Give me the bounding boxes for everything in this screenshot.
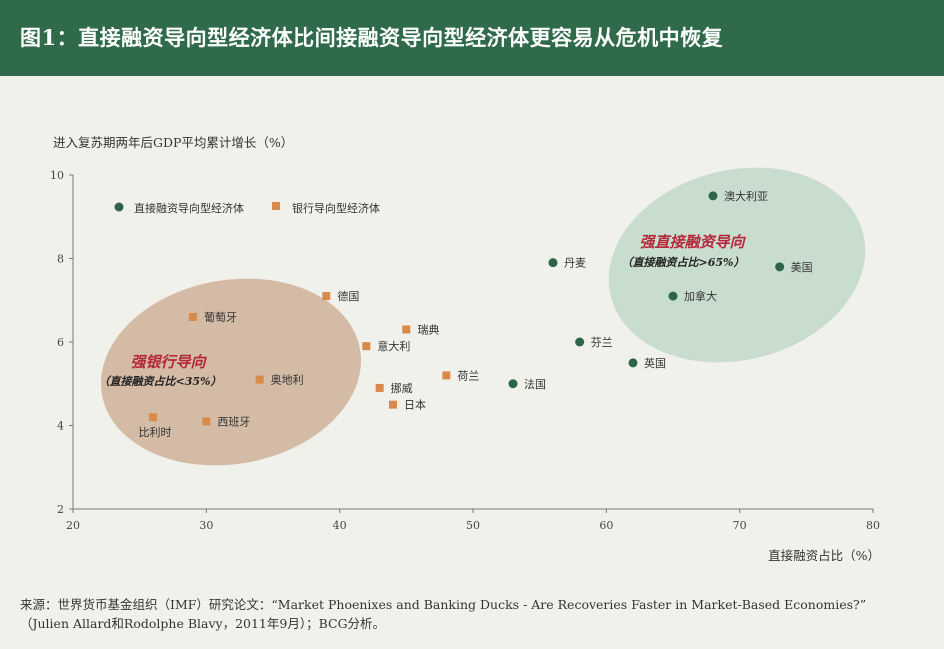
x-tick-label: 70	[733, 519, 747, 532]
data-point-1-9	[149, 413, 157, 422]
data-point-1-4	[442, 371, 451, 380]
region-sublabel-direct: （直接融资占比>65%）	[622, 256, 745, 269]
data-point-1-1	[189, 312, 197, 321]
region-strong-bank-oriented	[101, 278, 361, 466]
legend-marker-bank	[272, 202, 280, 210]
region-label-direct: 强直接融资导向	[639, 233, 746, 251]
data-point-1-3	[362, 342, 371, 351]
data-label: 意大利	[377, 339, 410, 353]
y-tick-label: 2	[57, 503, 64, 516]
data-point-1-6	[375, 383, 384, 392]
data-label: 芬兰	[591, 336, 613, 349]
data-point-0-1	[548, 258, 558, 268]
x-tick-label: 50	[466, 519, 480, 532]
header-banner: 图1：直接融资导向型经济体比间接融资导向型经济体更容易从危机中恢复	[0, 0, 944, 76]
data-label: 荷兰	[457, 369, 479, 382]
data-point-0-2	[775, 262, 785, 272]
y-tick-label: 10	[50, 169, 64, 182]
data-label: 日本	[404, 398, 426, 412]
data-label: 英国	[644, 356, 666, 370]
data-label: 美国	[791, 261, 813, 274]
data-point-1-0	[322, 292, 331, 301]
scatter-chart: 2 4 6 8 10 20 30 40 50 60 70 80 进入复苏期两年后GDP平均累计增长（%）…	[50, 135, 880, 563]
data-label: 德国	[337, 289, 359, 303]
region-label-bank: 强银行导向	[130, 353, 207, 371]
legend-label-direct: 直接融资导向型经济体	[134, 201, 244, 215]
data-label: 加拿大	[684, 289, 717, 303]
data-label: 奥地利	[271, 373, 304, 387]
data-point-0-5	[628, 358, 638, 368]
data-label: 葡萄牙	[204, 311, 237, 324]
x-tick-label: 80	[866, 519, 880, 532]
legend-label-bank: 银行导向型经济体	[292, 201, 380, 215]
legend-marker-direct	[114, 202, 124, 212]
source-note: 来源：世界货币基金组织（IMF）研究论文：“Market Phoenixes a…	[20, 595, 930, 633]
y-axis-title: 进入复苏期两年后GDP平均累计增长（%）	[53, 135, 293, 150]
data-label: 西班牙	[217, 415, 250, 428]
data-point-1-2	[402, 325, 411, 334]
x-tick-label: 40	[333, 519, 347, 532]
y-tick-label: 6	[57, 336, 64, 349]
x-tick-label: 20	[66, 519, 80, 532]
data-label: 挪威	[391, 381, 413, 395]
data-point-1-7	[389, 400, 397, 409]
y-tick-label: 8	[57, 253, 64, 266]
source-line-2: （Julien Allard和Rodolphe Blavy，2011年9月）；B…	[20, 616, 386, 631]
region-sublabel-bank: （直接融资占比<35%）	[99, 375, 222, 388]
x-tick-label: 30	[199, 519, 213, 532]
data-point-0-0	[708, 191, 718, 201]
data-label: 法国	[524, 377, 546, 391]
data-label: 比利时	[139, 426, 172, 439]
data-point-1-5	[255, 375, 264, 384]
data-point-0-3	[668, 291, 678, 301]
data-label: 瑞典	[417, 322, 439, 336]
data-point-0-4	[575, 337, 585, 347]
data-point-1-8	[202, 417, 211, 426]
data-label: 澳大利亚	[724, 189, 768, 203]
x-tick-label: 60	[599, 519, 613, 532]
y-tick-label: 4	[57, 420, 64, 433]
data-point-0-6	[508, 379, 518, 389]
x-axis-title: 直接融资占比（%）	[768, 548, 880, 563]
source-line-1: 来源：世界货币基金组织（IMF）研究论文：“Market Phoenixes a…	[20, 597, 867, 612]
region-strong-direct-financing	[608, 167, 866, 363]
figure-title: 图1：直接融资导向型经济体比间接融资导向型经济体更容易从危机中恢复	[20, 25, 724, 50]
data-label: 丹麦	[564, 257, 586, 270]
